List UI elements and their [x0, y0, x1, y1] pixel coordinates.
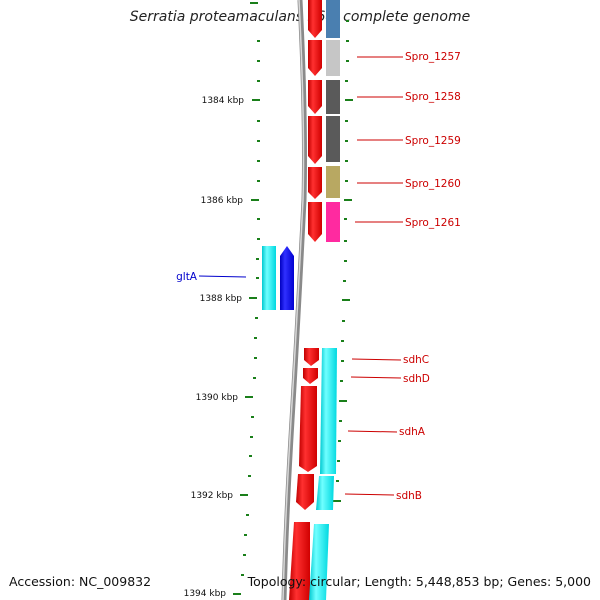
gene-arrow-sdhD: [303, 368, 318, 384]
tick-marks-right: [333, 20, 353, 502]
gene-arrow-spro-1261: [308, 202, 322, 242]
scale-label: 1392 kbp: [191, 491, 234, 501]
cog-block-dark-gray-1: [326, 80, 340, 162]
gene-labels: Spro_1257 Spro_1258 Spro_1259 Spro_1260 …: [176, 51, 461, 502]
gene-label-gltA: gltA: [176, 271, 198, 283]
gene-arrow-spro-1259: [308, 116, 322, 164]
cog-block-cyan-sdh-2: [316, 476, 334, 510]
tick-marks-left: [233, 2, 260, 595]
scale-label: 1386 kbp: [201, 196, 244, 206]
gene-arrow-sdhC: [304, 348, 319, 366]
cog-block-light-gray: [326, 40, 340, 76]
gene-label-spro-1259: Spro_1259: [405, 135, 461, 147]
gene-arrow-spro-1257: [308, 40, 322, 76]
scale-label: 1384 kbp: [202, 96, 245, 106]
gene-arrow: [308, 0, 322, 38]
cog-block-cyan-gltA: [262, 246, 276, 310]
cog-blocks: [326, 0, 340, 242]
accession-text: Accession: NC_009832: [9, 574, 152, 589]
gene-arrow-sdhA: [299, 386, 317, 472]
gene-arrow-spro-1258: [308, 80, 322, 114]
scale-labels: 1384 kbp 1386 kbp 1388 kbp 1390 kbp 1392…: [184, 96, 245, 599]
label-leaders: [198, 56, 403, 496]
gltA-region: [262, 246, 294, 310]
gene-label-spro-1260: Spro_1260: [405, 178, 461, 190]
cog-block-cyan-sdh-3: [309, 524, 329, 600]
gene-arrow-next: [289, 522, 310, 600]
cog-block-blue: [326, 0, 340, 38]
genome-backbone: [281, 0, 307, 600]
cog-block-cyan-sdh-1: [320, 348, 337, 474]
cog-block-magenta: [326, 202, 340, 242]
gene-label-sdhC: sdhC: [403, 354, 429, 366]
gene-label-sdhA: sdhA: [399, 426, 426, 438]
sdh-genes: [289, 348, 337, 600]
gene-label-sdhD: sdhD: [403, 373, 430, 385]
scale-label: 1388 kbp: [200, 294, 243, 304]
gene-label-spro-1258: Spro_1258: [405, 91, 461, 103]
gene-label-sdhB: sdhB: [396, 490, 422, 502]
cog-block-khaki: [326, 166, 340, 198]
topology-text: Topology: circular; Length: 5,448,853 bp…: [247, 574, 591, 589]
genome-backbone-highlight: [282, 0, 305, 600]
scale-label: 1390 kbp: [196, 393, 239, 403]
gene-arrow-sdhB: [296, 474, 314, 510]
gene-label-spro-1257: Spro_1257: [405, 51, 461, 63]
forward-genes-top: [308, 0, 322, 242]
gene-arrow-gltA: [280, 246, 294, 310]
gene-arrow-spro-1260: [308, 167, 322, 199]
gene-label-spro-1261: Spro_1261: [405, 217, 461, 229]
scale-label: 1394 kbp: [184, 589, 227, 599]
